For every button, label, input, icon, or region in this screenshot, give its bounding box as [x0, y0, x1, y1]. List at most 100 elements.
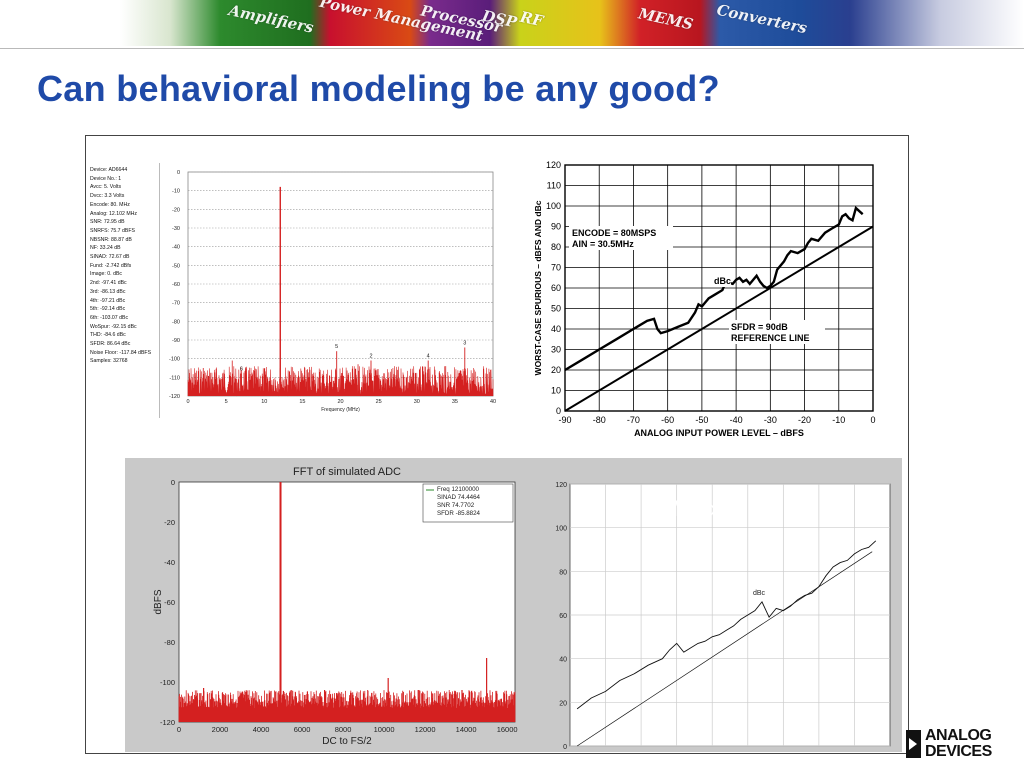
- harmonic-label: 2: [369, 354, 372, 360]
- x-tick-label: -10: [832, 415, 845, 425]
- y-tick-label: -70: [172, 301, 180, 307]
- chart-title: FFT of simulated ADC: [293, 466, 401, 478]
- y-tick-label: 80: [551, 242, 561, 252]
- header-rule: [0, 48, 1024, 49]
- y-tick-label: -110: [169, 375, 180, 381]
- legend-entry: SINAD 74.4464: [437, 494, 481, 501]
- info-line: 3rd: -86.13 dBc: [90, 288, 126, 295]
- y-tick-label: -100: [160, 678, 175, 687]
- x-tick-label: 40: [490, 399, 496, 405]
- info-line: Fund: -2.742 dBfs: [90, 262, 132, 269]
- logo-text-line: DEVICES: [925, 743, 992, 760]
- banner-word: RF: [518, 7, 545, 31]
- y-tick-label: 60: [559, 613, 567, 620]
- simulated-sfdr-chart: 0 20 40 60 80 100 120 dBc: [555, 482, 891, 751]
- annotation-text: AIN = 30.5MHz: [572, 239, 634, 249]
- x-axis-label: ANALOG INPUT POWER LEVEL – dBFS: [634, 428, 804, 438]
- fft-info-list: Device: AD6644 Device No.: 1 Avcc: 5. Volt…: [88, 163, 160, 418]
- info-line: NBSNR: 88.87 dB: [90, 236, 132, 243]
- x-tick-label: 35: [452, 399, 458, 405]
- y-tick-label: 70: [551, 263, 561, 273]
- y-tick-label: 90: [551, 222, 561, 232]
- x-tick-label: 16000: [497, 725, 518, 734]
- noise-floor-series: [178, 690, 516, 722]
- info-line: SNRFS: 75.7 dBFS: [90, 227, 135, 234]
- annotation-text: dBc: [753, 590, 766, 597]
- info-line: Samples: 32768: [90, 358, 128, 365]
- y-tick-label: 80: [559, 569, 567, 576]
- simulated-fft-chart: FFT of simulated ADC 0 -20 -40 -60 -80 -100 -12…: [153, 466, 518, 747]
- y-tick-label: 20: [559, 700, 567, 707]
- legend-entry: SFDR -85.8824: [437, 510, 481, 517]
- harmonic-label: 3: [463, 340, 466, 346]
- logo-mark-icon: [906, 730, 921, 758]
- y-tick-label: 120: [546, 160, 561, 170]
- x-tick-label: 6000: [294, 725, 311, 734]
- info-line: Dvcc: 3.3 Volts: [90, 193, 125, 200]
- annotation-text: SFDR = 90dB: [731, 322, 788, 332]
- x-tick-label: 25: [376, 399, 382, 405]
- y-tick-label: 100: [546, 201, 561, 211]
- x-tick-label: -20: [798, 415, 811, 425]
- x-tick-label: 4000: [253, 725, 270, 734]
- y-tick-label: 0: [563, 744, 567, 751]
- y-tick-label: -10: [172, 189, 180, 195]
- x-tick-label: 20: [337, 399, 343, 405]
- legend-entry: Freq 12100000: [437, 486, 480, 493]
- info-line: Device: AD6644: [90, 167, 128, 173]
- x-tick-label: 2000: [212, 725, 229, 734]
- banner-word: Amplifiers: [227, 1, 316, 37]
- y-tick-label: 30: [551, 345, 561, 355]
- y-tick-label: -90: [172, 338, 180, 344]
- y-tick-label: 0: [171, 478, 175, 487]
- info-line: Analog: 12.102 MHz: [90, 210, 138, 217]
- y-tick-label: -80: [172, 319, 180, 325]
- info-line: 6th: -103.07 dBc: [90, 314, 129, 321]
- x-axis-label: Frequency (MHz): [321, 407, 360, 413]
- info-line: Image: 0. dBc: [90, 271, 123, 278]
- measured-fft-chart: 0 -10 -20 -30 -40 -50 -60 -70 -80 -90 -100 -110 -120…: [169, 170, 496, 413]
- y-axis-label: WORST-CASE SPURIOUS – dBFS AND dBc: [533, 200, 543, 375]
- x-tick-label: 5: [225, 399, 228, 405]
- model-label: Model: [672, 496, 736, 521]
- measured-fft-panel: Device: AD6644 Device No.: 1 Avcc: 5. Volt…: [88, 163, 496, 418]
- datasheet-sfdr-chart: 0 10 20 30 40 50 60 70 80 90 100 110 120 -90 -80 -70 -60…: [533, 160, 876, 438]
- y-tick-label: 60: [551, 283, 561, 293]
- y-tick-label: -30: [172, 226, 180, 232]
- analog-devices-logo: ANALOG DEVICES: [906, 727, 1006, 761]
- banner-word: Converters: [715, 0, 809, 38]
- legend-entry: SNR 74.7702: [437, 502, 475, 509]
- reference-line: [564, 225, 874, 412]
- y-tick-label: -100: [169, 357, 180, 363]
- x-tick-label: 12000: [415, 725, 436, 734]
- y-tick-label: 120: [555, 482, 567, 489]
- y-tick-label: 20: [551, 365, 561, 375]
- y-tick-label: 0: [177, 170, 180, 176]
- x-tick-label: 15: [299, 399, 305, 405]
- noise-floor-series: [187, 366, 494, 397]
- x-tick-label: 0: [870, 415, 875, 425]
- y-tick-label: 0: [556, 406, 561, 416]
- y-tick-label: -80: [164, 638, 175, 647]
- annotation-text: ENCODE = 80MSPS: [572, 228, 656, 238]
- info-line: SNR: 72.95 dB: [90, 219, 125, 226]
- legend-box: [422, 483, 514, 523]
- x-tick-label: 10: [261, 399, 267, 405]
- x-tick-label: -70: [627, 415, 640, 425]
- x-tick-label: 30: [414, 399, 420, 405]
- info-line: Device No.: 1: [90, 175, 122, 182]
- y-tick-label: -40: [172, 245, 180, 251]
- y-tick-label: 50: [551, 304, 561, 314]
- info-line: SINAD: 72.67 dB: [90, 254, 130, 261]
- y-tick-label: -20: [172, 207, 180, 213]
- dbc-series-line: [576, 540, 877, 710]
- dbc-series-line: [564, 205, 864, 372]
- info-line: Encode: 80. MHz: [90, 201, 130, 208]
- info-line: NF: 33.24 dB: [90, 245, 121, 252]
- x-axis-label: DC to FS/2: [322, 736, 372, 747]
- logo-text-line: ANALOG: [925, 727, 992, 744]
- header-banner: Amplifiers Power Management Processor DS…: [0, 0, 1024, 46]
- y-tick-label: -60: [172, 282, 180, 288]
- info-line: SFDR: 86.64 dBc: [90, 341, 131, 348]
- annotation-background: [569, 226, 673, 250]
